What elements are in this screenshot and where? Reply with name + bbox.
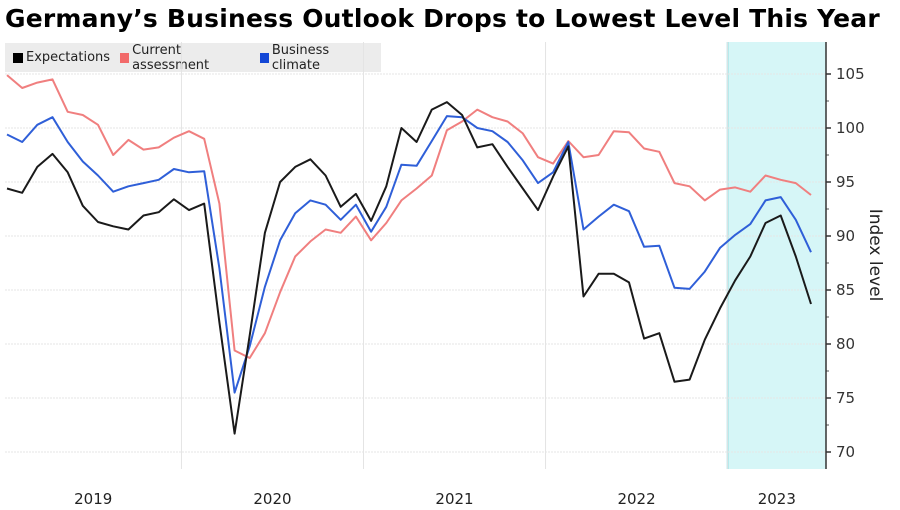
y-tick-label: 75 xyxy=(836,389,855,407)
y-tick-label: 105 xyxy=(836,65,865,83)
y-tick-label: 85 xyxy=(836,281,855,299)
legend-label-business-climate: Business climate xyxy=(271,42,330,73)
series-line-current-assessment xyxy=(6,74,812,359)
legend-item-business-climate: Business climate xyxy=(259,42,371,73)
y-tick-label: 100 xyxy=(836,119,865,137)
x-tick-label: 2019 xyxy=(74,490,112,508)
x-tick-label: 2020 xyxy=(253,490,291,508)
legend-label-current-assessment: Current assessment xyxy=(132,42,210,73)
legend-swatch-expectations xyxy=(13,52,23,63)
x-tick-label: 2023 xyxy=(758,490,796,508)
highlight-region xyxy=(727,42,826,469)
y-tick-label: 70 xyxy=(836,443,855,461)
y-tick-label: 95 xyxy=(836,173,855,191)
legend-item-current-assessment: Current assessment xyxy=(120,43,250,73)
legend-swatch-business-climate xyxy=(259,52,269,63)
x-tick-label: 2021 xyxy=(435,490,473,508)
series-line-business-climate xyxy=(6,115,812,394)
series-line-expectations xyxy=(6,101,812,435)
y-tick-label: 80 xyxy=(836,335,855,353)
legend-swatch-current-assessment xyxy=(120,52,130,63)
chart-title: Germany’s Business Outlook Drops to Lowe… xyxy=(5,4,880,33)
legend-label-expectations: Expectations xyxy=(26,50,111,65)
x-tick-label: 2022 xyxy=(617,490,655,508)
legend-item-expectations: Expectations xyxy=(13,50,110,65)
y-axis-label: Index level xyxy=(865,209,885,302)
legend: Expectations Current assessment Business… xyxy=(5,42,381,73)
y-tick-label: 90 xyxy=(836,227,855,245)
